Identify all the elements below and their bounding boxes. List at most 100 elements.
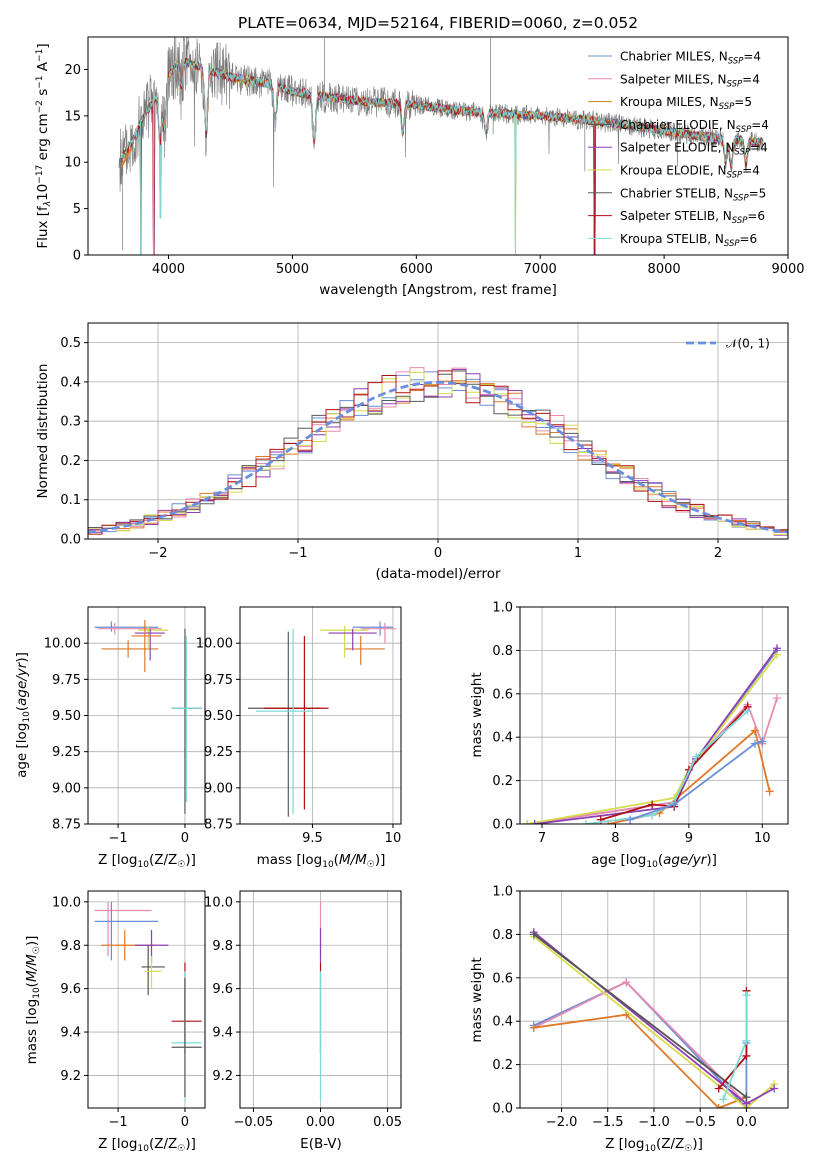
error-point-kroupa_stelib <box>171 635 202 803</box>
x-tick-label: −1 <box>108 831 127 846</box>
legend-label: Salpeter STELIB, NSSP=6 <box>620 209 765 226</box>
x-axis-label: (data-model)/error <box>375 566 501 582</box>
y-tick-label: 0.6 <box>492 687 513 702</box>
y-tick-label: 9.2 <box>212 1069 233 1084</box>
x-tick-label: 2 <box>714 546 722 561</box>
error-point-salpeter_stelib <box>171 962 202 1054</box>
x-tick-label: −1 <box>288 546 307 561</box>
series-line <box>534 647 778 824</box>
error-point-salpeter_miles <box>360 622 397 644</box>
series-marker <box>530 820 539 824</box>
series-line <box>533 981 748 1108</box>
y-tick-label: 0.2 <box>492 774 513 789</box>
error-point-orange <box>344 635 385 665</box>
x-tick-label: 8 <box>611 831 619 846</box>
y-tick-label: 9.25 <box>204 745 233 760</box>
series-marker <box>758 737 767 746</box>
plot-area <box>88 367 788 539</box>
y-tick-label: 20 <box>64 63 81 78</box>
series-marker <box>742 1093 751 1102</box>
y-axis-label: Flux [fλ10−17 erg cm−2 s−1 A−1] <box>35 43 53 248</box>
y-axis-label: mass weight <box>469 672 485 757</box>
series-line <box>533 1013 747 1108</box>
y-tick-label: 0.5 <box>60 336 81 351</box>
x-axis-label: Z [log10(Z/Z☉)] <box>605 1136 703 1154</box>
series-marker <box>772 644 781 653</box>
error-point-chabrier_elodie <box>141 945 165 996</box>
series-marker <box>529 1023 538 1032</box>
x-tick-label: 9 <box>685 831 693 846</box>
x-axis-label: mass [log10(M/M☉)] <box>257 852 386 870</box>
legend-label: Chabrier ELODIE, NSSP=4 <box>620 118 769 135</box>
x-tick-label: 6000 <box>400 262 433 277</box>
axes-layer: −0.05 0.00 0.05 9.2 9.4 9.6 9.8 10.0 E(B-V) <box>204 890 402 1152</box>
axes-frame <box>87 890 206 1109</box>
y-tick-label: 9.2 <box>60 1069 81 1084</box>
y-tick-label: 10 <box>64 156 81 171</box>
x-tick-label: 9000 <box>771 262 804 277</box>
error-point-chabrier_stelib <box>248 631 321 817</box>
series-marker <box>692 752 701 761</box>
plot-area <box>248 621 397 817</box>
series-marker <box>582 820 591 824</box>
model-chabrier_stelib <box>121 57 764 255</box>
series-marker <box>719 1095 728 1104</box>
series-marker <box>529 930 538 939</box>
panel-age_vs_Z: −1 0 8.75 9.00 9.25 9.50 9.75 10.00 Z [log10(Z/Z… <box>14 606 206 870</box>
error-point-kroupa_stelib <box>256 628 313 814</box>
y-tick-label: 9.6 <box>60 982 81 997</box>
y-tick-label: 0.6 <box>492 971 513 986</box>
x-tick-label: 1 <box>574 546 582 561</box>
axes-layer: −2.0 −1.5 −1.0 −0.5 0.0 0.0 0.2 0.4 0.6 0.8 1.0 Z [… <box>469 885 789 1154</box>
model-orange-start <box>120 147 133 168</box>
x-axis-label: Z [log10(Z/Z☉)] <box>98 1136 196 1154</box>
series-marker <box>648 800 657 809</box>
error-point-salpeter_miles <box>94 901 152 957</box>
y-tick-label: 0.0 <box>60 533 81 548</box>
model-chabrier_elodie <box>121 59 764 255</box>
y-tick-label: 0.8 <box>492 644 513 659</box>
plot-area <box>94 620 202 814</box>
error-point-salpeter_elodie <box>134 628 165 661</box>
axes-layer: 7 8 9 10 0.0 0.2 0.4 0.6 0.8 1.0 age [log10(age/yr… <box>469 601 789 870</box>
y-tick-label: 1.0 <box>492 601 513 616</box>
error-point-kroupa_stelib <box>171 971 202 1102</box>
y-tick-label: 0.0 <box>492 818 513 833</box>
y-tick-label: 0.4 <box>492 731 513 746</box>
series-chabrier_elodie <box>529 930 751 1102</box>
y-tick-label: 0.2 <box>60 454 81 469</box>
error-point-salpeter_elodie <box>328 628 377 651</box>
y-tick-label: 0.8 <box>492 928 513 943</box>
x-tick-label: 10 <box>754 831 771 846</box>
series-marker <box>742 1036 751 1045</box>
plot-area <box>523 644 781 824</box>
x-tick-label: 8000 <box>648 262 681 277</box>
series-line <box>527 654 778 824</box>
axes-frame <box>87 36 789 256</box>
panel-residuals: −2 −1 0 1 2 0.0 0.1 0.2 0.3 0.4 0.5 𝒩(0, 1) (data-mo… <box>35 322 789 582</box>
y-tick-label: 9.75 <box>204 673 233 688</box>
x-tick-label: −0.05 <box>233 1115 273 1130</box>
model-kroupa_miles <box>121 58 764 255</box>
y-tick-label: 10.00 <box>44 637 81 652</box>
error-point-orange <box>131 620 162 673</box>
legend-label: 𝒩(0, 1) <box>726 337 770 351</box>
panel-mass_weight_vs_Z: −2.0 −1.5 −1.0 −0.5 0.0 0.0 0.2 0.4 0.6 0.8 1.0 Z [… <box>469 885 789 1154</box>
series-marker <box>743 707 752 716</box>
plot-area <box>118 37 764 255</box>
y-tick-label: 0.0 <box>492 1102 513 1117</box>
axes-layer: 9.5 10 8.75 9.00 9.25 9.50 9.75 10.00 mass [log1… <box>196 606 402 870</box>
error-point-chabrier_stelib <box>171 977 202 1098</box>
y-tick-label: 9.75 <box>52 673 81 688</box>
legend-label: Kroupa ELODIE, NSSP=4 <box>620 164 760 181</box>
error-point-salpeter_stelib <box>264 635 329 810</box>
y-tick-label: 15 <box>64 109 81 124</box>
x-tick-label: 7 <box>538 831 546 846</box>
series-marker <box>750 726 759 735</box>
x-axis-label: E(B-V) <box>300 1136 342 1152</box>
y-tick-label: 0.2 <box>492 1058 513 1073</box>
series-marker <box>714 1104 723 1108</box>
y-tick-label: 9.8 <box>212 939 233 954</box>
y-tick-label: 9.25 <box>52 745 81 760</box>
x-tick-label: 0 <box>434 546 442 561</box>
